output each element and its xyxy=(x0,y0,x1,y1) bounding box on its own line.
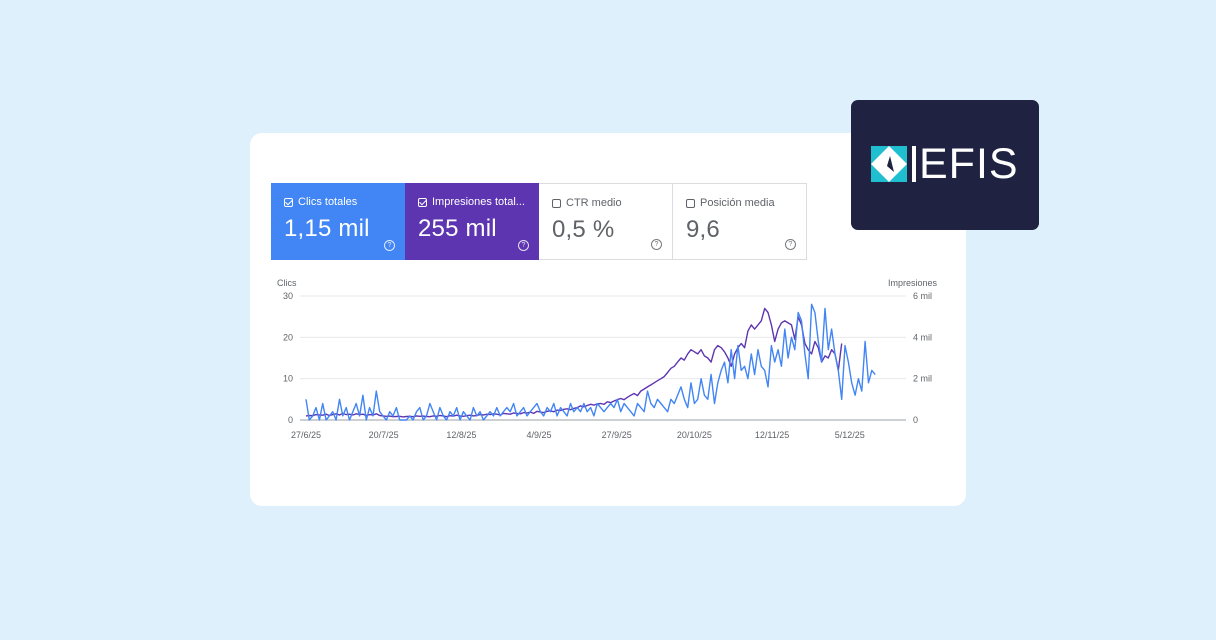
efis-mark-icon xyxy=(871,146,916,182)
metric-label: Clics totales xyxy=(298,196,358,208)
metric-tile-clicks[interactable]: Clics totales 1,15 mil ? xyxy=(271,183,405,260)
right-axis-label: Impresiones xyxy=(888,278,938,288)
right-tick-label: 2 mil xyxy=(913,374,932,384)
metric-tile-ctr[interactable]: CTR medio 0,5 % ? xyxy=(539,183,673,260)
performance-chart: Clics Impresiones 30 20 10 0 6 mil 4 mil 2 mil… xyxy=(277,278,938,440)
series-line-impresiones xyxy=(305,307,843,418)
metric-tile-position[interactable]: Posición media 9,6 ? xyxy=(673,183,807,260)
metric-label-row: Impresiones total... xyxy=(418,196,525,208)
metric-tile-impressions[interactable]: Impresiones total... 255 mil ? xyxy=(405,183,539,260)
performance-card: Clics totales 1,15 mil ? Impresiones tot… xyxy=(250,133,966,506)
metric-value: 0,5 % xyxy=(552,216,615,243)
x-tick-label: 5/12/25 xyxy=(835,430,865,440)
left-tick-label: 10 xyxy=(283,374,293,384)
checkbox-unchecked-icon[interactable] xyxy=(552,198,561,208)
right-tick-label: 6 mil xyxy=(913,291,932,301)
x-tick-label: 12/11/25 xyxy=(755,430,789,440)
help-icon[interactable]: ? xyxy=(518,240,529,251)
left-tick-label: 0 xyxy=(288,415,293,425)
series-line-clics xyxy=(305,303,876,421)
metric-label-row: Posición media xyxy=(686,197,775,209)
logo-text: EFIS xyxy=(919,140,1019,188)
metric-label-row: CTR medio xyxy=(552,197,622,209)
metric-label: Posición media xyxy=(700,197,775,209)
help-icon[interactable]: ? xyxy=(384,240,395,251)
metric-label-row: Clics totales xyxy=(284,196,357,208)
x-tick-label: 27/6/25 xyxy=(291,430,321,440)
checkbox-checked-icon[interactable] xyxy=(284,197,293,207)
x-tick-label: 4/9/25 xyxy=(527,430,552,440)
x-tick-label: 27/9/25 xyxy=(602,430,632,440)
help-icon[interactable]: ? xyxy=(651,239,662,250)
help-icon[interactable]: ? xyxy=(785,239,796,250)
left-tick-label: 20 xyxy=(283,332,293,342)
metric-value: 1,15 mil xyxy=(284,215,370,242)
right-tick-label: 4 mil xyxy=(913,332,932,342)
metric-tiles: Clics totales 1,15 mil ? Impresiones tot… xyxy=(271,183,807,260)
x-tick-label: 20/10/25 xyxy=(677,430,712,440)
metric-value: 255 mil xyxy=(418,215,497,242)
checkbox-unchecked-icon[interactable] xyxy=(686,198,695,208)
left-axis-label: Clics xyxy=(277,278,297,288)
right-tick-label: 0 xyxy=(913,415,918,425)
metric-label: Impresiones total... xyxy=(432,196,525,208)
x-tick-label: 20/7/25 xyxy=(369,430,399,440)
metric-label: CTR medio xyxy=(566,197,622,209)
checkbox-checked-icon[interactable] xyxy=(418,197,427,207)
left-tick-label: 30 xyxy=(283,291,293,301)
x-tick-label: 12/8/25 xyxy=(446,430,476,440)
metric-value: 9,6 xyxy=(686,216,720,243)
efis-logo: EFIS xyxy=(851,100,1039,230)
